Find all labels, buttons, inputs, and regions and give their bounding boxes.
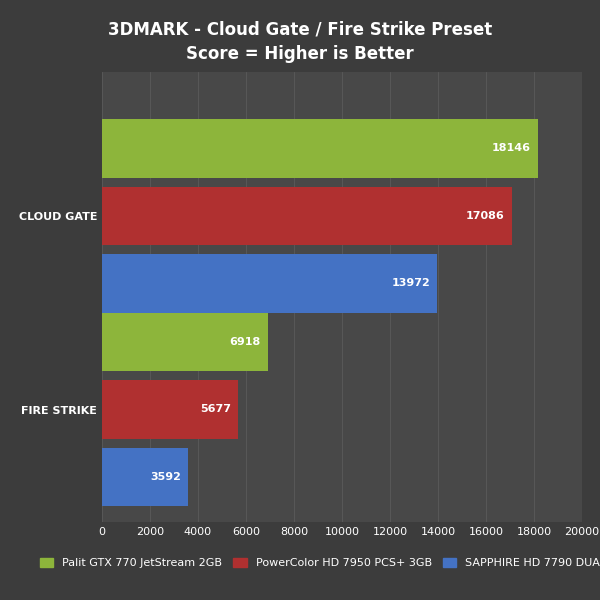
Bar (102, 119, 538, 178)
Text: 6918: 6918 (230, 337, 261, 347)
Text: 17086: 17086 (466, 211, 505, 221)
Bar (102, 254, 437, 313)
Text: 3DMARK - Cloud Gate / Fire Strike Preset: 3DMARK - Cloud Gate / Fire Strike Preset (108, 21, 492, 39)
Text: Score = Higher is Better: Score = Higher is Better (186, 45, 414, 63)
Bar (102, 380, 238, 439)
Bar (102, 187, 512, 245)
Legend: Palit GTX 770 JetStream 2GB, PowerColor HD 7950 PCS+ 3GB, SAPPHIRE HD 7790 DUAL-: Palit GTX 770 JetStream 2GB, PowerColor … (40, 558, 600, 568)
Text: 5677: 5677 (200, 404, 231, 415)
Text: 13972: 13972 (391, 278, 430, 289)
Bar (102, 448, 188, 506)
Text: 3592: 3592 (150, 472, 181, 482)
Bar (102, 313, 268, 371)
Text: 18146: 18146 (491, 143, 530, 154)
